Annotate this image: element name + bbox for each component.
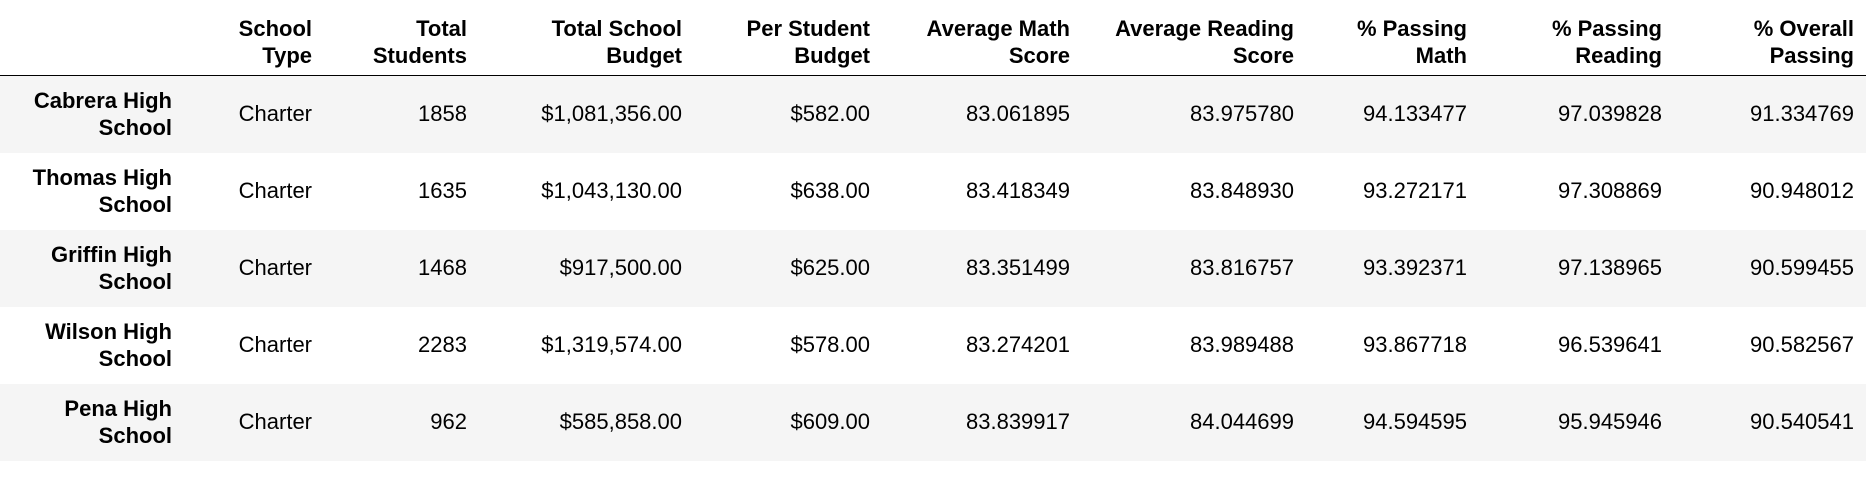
cell-school-type: Charter (238, 255, 312, 280)
cell-school-type: Charter (238, 101, 312, 127)
column-header-school-type: School Type (184, 12, 324, 76)
cell-overall-passing: 90.599455 (1750, 255, 1854, 280)
row-label: Griffin High School (51, 242, 172, 294)
cell-passing-math: 93.867718 (1363, 332, 1467, 357)
table-row: Cabrera High School Charter 1858 $1,081,3… (0, 75, 1866, 153)
cell-total-school-budget: $917,500.00 (559, 255, 682, 280)
table-header: School Type Total Students Total School Bud… (0, 12, 1866, 76)
column-header-average-reading-score: Average Reading Score (1082, 12, 1306, 76)
cell-average-reading-score: 84.044699 (1190, 409, 1294, 434)
cell-per-student-budget: $638.00 (790, 178, 870, 203)
cell-school-type: Charter (238, 409, 312, 434)
cell-passing-reading: 95.945946 (1558, 409, 1662, 434)
column-header-passing-math: % Passing Math (1306, 12, 1479, 76)
row-label: Cabrera High School (33, 88, 172, 141)
cell-average-math-score: 83.061895 (966, 101, 1070, 127)
cell-average-reading-score: 83.975780 (1190, 101, 1294, 127)
cell-passing-math: 93.392371 (1363, 255, 1467, 280)
cell-average-reading-score: 83.848930 (1190, 178, 1294, 203)
cell-average-math-score: 83.418349 (966, 178, 1070, 203)
school-summary-table: School Type Total Students Total School Bud… (0, 12, 1866, 461)
cell-passing-reading: 97.138965 (1558, 255, 1662, 280)
cell-average-math-score: 83.274201 (966, 332, 1070, 357)
table-row: Wilson High School Charter 2283 $1,319,57… (0, 306, 1866, 384)
column-header-overall-passing: % Overall Passing (1674, 12, 1866, 76)
cell-average-math-score: 83.351499 (966, 255, 1070, 280)
column-header-per-student-budget: Per Student Budget (694, 12, 882, 76)
cell-overall-passing: 90.582567 (1750, 332, 1854, 357)
table-row: Griffin High School Charter 1468 $917,500… (0, 229, 1866, 307)
cell-per-student-budget: $625.00 (790, 255, 870, 280)
column-header-total-school-budget: Total School Budget (479, 12, 694, 76)
table-row: Pena High School Charter 962 $585,858.00 … (0, 383, 1866, 461)
row-label: Pena High School (64, 396, 172, 448)
cell-average-math-score: 83.839917 (966, 409, 1070, 434)
cell-average-reading-score: 83.816757 (1190, 255, 1294, 280)
cell-total-students: 1635 (418, 178, 467, 203)
table-body: Cabrera High School Charter 1858 $1,081,3… (0, 75, 1866, 461)
cell-total-school-budget: $1,319,574.00 (541, 332, 682, 357)
table-row: Thomas High School Charter 1635 $1,043,13… (0, 152, 1866, 230)
cell-overall-passing: 90.540541 (1750, 409, 1854, 434)
cell-school-type: Charter (238, 332, 312, 357)
cell-total-school-budget: $585,858.00 (559, 409, 682, 434)
cell-average-reading-score: 83.989488 (1190, 332, 1294, 357)
cell-total-students: 1858 (418, 101, 467, 127)
cell-per-student-budget: $582.00 (790, 101, 870, 127)
cell-overall-passing: 90.948012 (1750, 178, 1854, 203)
column-header-passing-reading: % Passing Reading (1479, 12, 1674, 76)
cell-passing-math: 93.272171 (1363, 178, 1467, 203)
cell-passing-math: 94.133477 (1363, 101, 1467, 127)
cell-total-school-budget: $1,043,130.00 (541, 178, 682, 203)
cell-per-student-budget: $609.00 (790, 409, 870, 434)
dataframe-output: School Type Total Students Total School Bud… (0, 12, 1866, 461)
cell-passing-reading: 97.039828 (1558, 101, 1662, 127)
cell-total-school-budget: $1,081,356.00 (541, 101, 682, 127)
cell-total-students: 962 (430, 409, 467, 434)
cell-passing-math: 94.594595 (1363, 409, 1467, 434)
row-label: Thomas High School (32, 165, 172, 217)
cell-total-students: 2283 (418, 332, 467, 357)
row-label: Wilson High School (45, 319, 172, 371)
column-header-average-math-score: Average Math Score (882, 12, 1082, 76)
column-header-total-students: Total Students (324, 12, 479, 76)
cell-per-student-budget: $578.00 (790, 332, 870, 357)
cell-passing-reading: 96.539641 (1558, 332, 1662, 357)
cell-school-type: Charter (238, 178, 312, 203)
header-row: School Type Total Students Total School Bud… (0, 12, 1866, 76)
cell-passing-reading: 97.308869 (1558, 178, 1662, 203)
index-header (0, 12, 184, 76)
cell-total-students: 1468 (418, 255, 467, 280)
cell-overall-passing: 91.334769 (1750, 101, 1854, 127)
